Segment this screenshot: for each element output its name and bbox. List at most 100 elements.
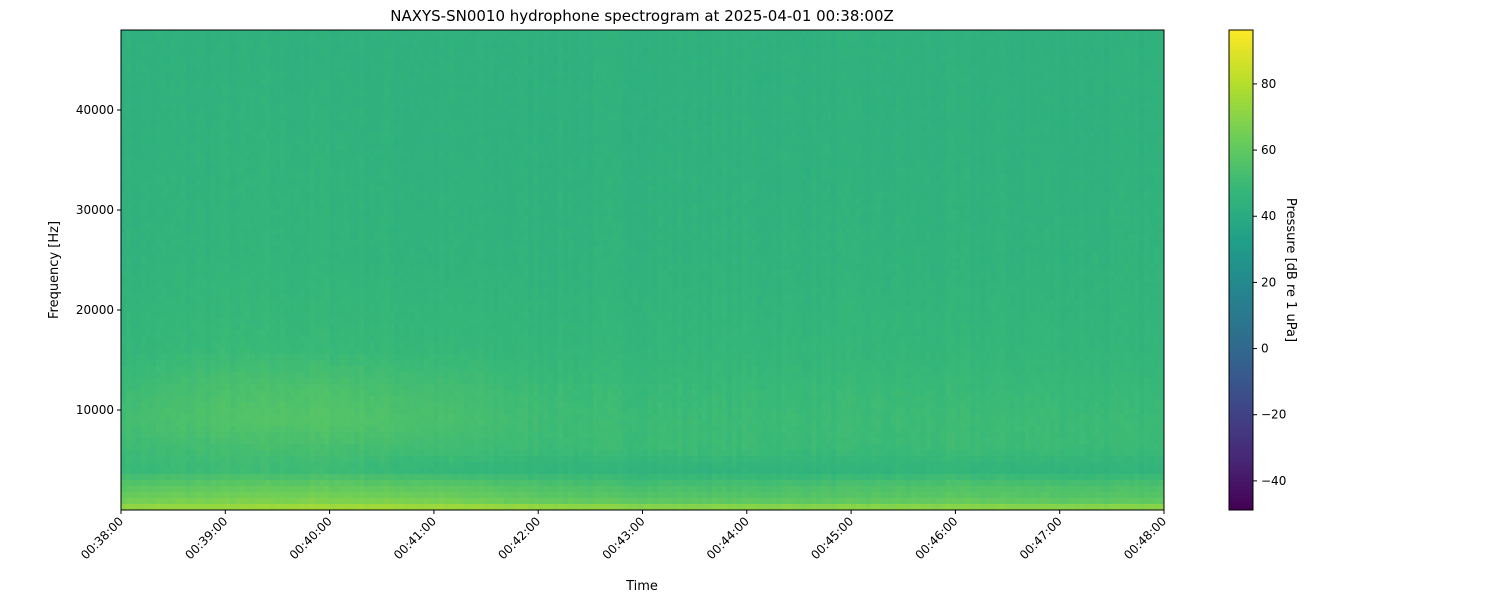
heatmap-cell bbox=[513, 126, 519, 133]
heatmap-cell bbox=[1134, 150, 1140, 157]
heatmap-cell bbox=[592, 162, 599, 169]
heatmap-cell bbox=[200, 42, 206, 49]
heatmap-cell bbox=[334, 30, 340, 37]
heatmap-cell bbox=[1039, 84, 1046, 91]
heatmap-cell bbox=[866, 84, 872, 91]
heatmap-cell bbox=[925, 144, 931, 151]
heatmap-cell bbox=[528, 120, 534, 127]
heatmap-cell bbox=[279, 168, 286, 175]
heatmap-cell bbox=[160, 102, 167, 109]
heatmap-cell bbox=[836, 66, 842, 73]
heatmap-cell bbox=[826, 60, 832, 67]
heatmap-cell bbox=[374, 72, 380, 79]
heatmap-cell bbox=[1010, 144, 1016, 151]
heatmap-cell bbox=[1049, 150, 1056, 157]
heatmap-cell bbox=[1139, 102, 1145, 109]
heatmap-cell bbox=[980, 102, 986, 109]
heatmap-cell bbox=[165, 96, 172, 103]
heatmap-cell bbox=[125, 42, 132, 49]
heatmap-cell bbox=[170, 78, 177, 85]
heatmap-cell bbox=[597, 60, 604, 67]
heatmap-cell bbox=[265, 48, 271, 55]
heatmap-cell bbox=[731, 30, 738, 37]
heatmap-cell bbox=[905, 48, 912, 55]
heatmap-cell bbox=[726, 108, 733, 115]
heatmap-cell bbox=[175, 36, 181, 43]
heatmap-cell bbox=[746, 30, 753, 37]
heatmap-cell bbox=[250, 144, 256, 151]
heatmap-cell bbox=[409, 96, 415, 103]
heatmap-cell bbox=[607, 60, 614, 67]
heatmap-cell bbox=[572, 144, 579, 151]
heatmap-cell bbox=[622, 66, 628, 73]
heatmap-cell bbox=[980, 108, 986, 115]
heatmap-cell bbox=[692, 42, 698, 49]
heatmap-cell bbox=[935, 138, 941, 145]
heatmap-cell bbox=[563, 168, 569, 175]
heatmap-cell bbox=[930, 72, 936, 79]
heatmap-cell bbox=[438, 96, 445, 103]
heatmap-cell bbox=[260, 150, 266, 157]
heatmap-cell bbox=[930, 162, 936, 169]
heatmap-cell bbox=[448, 54, 455, 61]
heatmap-cell bbox=[230, 114, 236, 121]
heatmap-cell bbox=[622, 30, 628, 37]
heatmap-cell bbox=[548, 84, 554, 91]
heatmap-cell bbox=[558, 138, 564, 145]
heatmap-cell bbox=[1010, 42, 1016, 49]
heatmap-cell bbox=[702, 84, 708, 91]
heatmap-cell bbox=[518, 96, 524, 103]
heatmap-cell bbox=[121, 138, 127, 145]
heatmap-cell bbox=[498, 162, 504, 169]
heatmap-cell bbox=[935, 84, 941, 91]
heatmap-cell bbox=[389, 42, 395, 49]
heatmap-cell bbox=[791, 108, 797, 115]
heatmap-cell bbox=[682, 78, 688, 85]
heatmap-cell bbox=[225, 30, 231, 37]
heatmap-cell bbox=[155, 150, 162, 157]
heatmap-cell bbox=[1084, 54, 1090, 61]
heatmap-cell bbox=[721, 30, 728, 37]
heatmap-cell bbox=[875, 66, 882, 73]
heatmap-cell bbox=[826, 102, 832, 109]
heatmap-cell bbox=[145, 138, 152, 145]
heatmap-cell bbox=[428, 96, 435, 103]
heatmap-cell bbox=[438, 42, 445, 49]
heatmap-cell bbox=[284, 96, 291, 103]
heatmap-cell bbox=[1084, 90, 1090, 97]
heatmap-cell bbox=[587, 30, 594, 37]
heatmap-cell bbox=[866, 90, 872, 97]
heatmap-cell bbox=[389, 90, 395, 97]
heatmap-cell bbox=[155, 138, 162, 145]
heatmap-cell bbox=[399, 138, 405, 145]
heatmap-cell bbox=[965, 36, 971, 43]
heatmap-cell bbox=[409, 42, 415, 49]
heatmap-cell bbox=[791, 72, 797, 79]
heatmap-cell bbox=[160, 114, 167, 121]
heatmap-cell bbox=[160, 162, 167, 169]
heatmap-cell bbox=[597, 36, 604, 43]
heatmap-cell bbox=[468, 30, 475, 37]
heatmap-cell bbox=[493, 54, 499, 61]
heatmap-cell bbox=[885, 36, 892, 43]
heatmap-cell bbox=[801, 84, 807, 91]
heatmap-cell bbox=[513, 60, 519, 67]
heatmap-cell bbox=[240, 42, 246, 49]
heatmap-cell bbox=[329, 108, 335, 115]
heatmap-cell bbox=[125, 36, 132, 43]
heatmap-cell bbox=[1119, 138, 1125, 145]
heatmap-cell bbox=[448, 30, 455, 37]
heatmap-cell bbox=[433, 144, 440, 151]
heatmap-cell bbox=[930, 96, 936, 103]
heatmap-cell bbox=[250, 138, 256, 145]
heatmap-cell bbox=[955, 78, 961, 85]
heatmap-cell bbox=[190, 66, 196, 73]
heatmap-cell bbox=[513, 66, 519, 73]
heatmap-cell bbox=[726, 138, 733, 145]
heatmap-cell bbox=[632, 138, 638, 145]
heatmap-cell bbox=[1029, 36, 1036, 43]
heatmap-cell bbox=[885, 120, 892, 127]
heatmap-cell bbox=[1114, 66, 1120, 73]
heatmap-cell bbox=[389, 162, 395, 169]
heatmap-cell bbox=[930, 168, 936, 175]
